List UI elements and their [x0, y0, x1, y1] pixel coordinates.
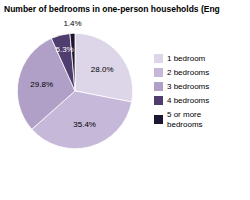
- svg-text:1.4%: 1.4%: [63, 19, 81, 28]
- html-text:3 bedrooms: 3 bedrooms: [167, 82, 210, 91]
- svg-text:5.3%: 5.3%: [55, 45, 73, 54]
- html-text:5 or more bedrooms: 5 or more bedrooms: [167, 110, 203, 129]
- svg-text:29.8%: 29.8%: [30, 80, 53, 89]
- html-text:4 bedrooms: 4 bedrooms: [167, 96, 210, 106]
- svg-text:35.4%: 35.4%: [73, 121, 96, 130]
- html-text:2 bedrooms: 2 bedrooms: [167, 67, 210, 77]
- html-text:Number of bedrooms in one-pers: Number of bedrooms in one-person househo…: [4, 4, 220, 14]
- svg-text:28.0%: 28.0%: [91, 65, 114, 74]
- html-text:1 bedroom: 1 bedroom: [167, 53, 206, 63]
